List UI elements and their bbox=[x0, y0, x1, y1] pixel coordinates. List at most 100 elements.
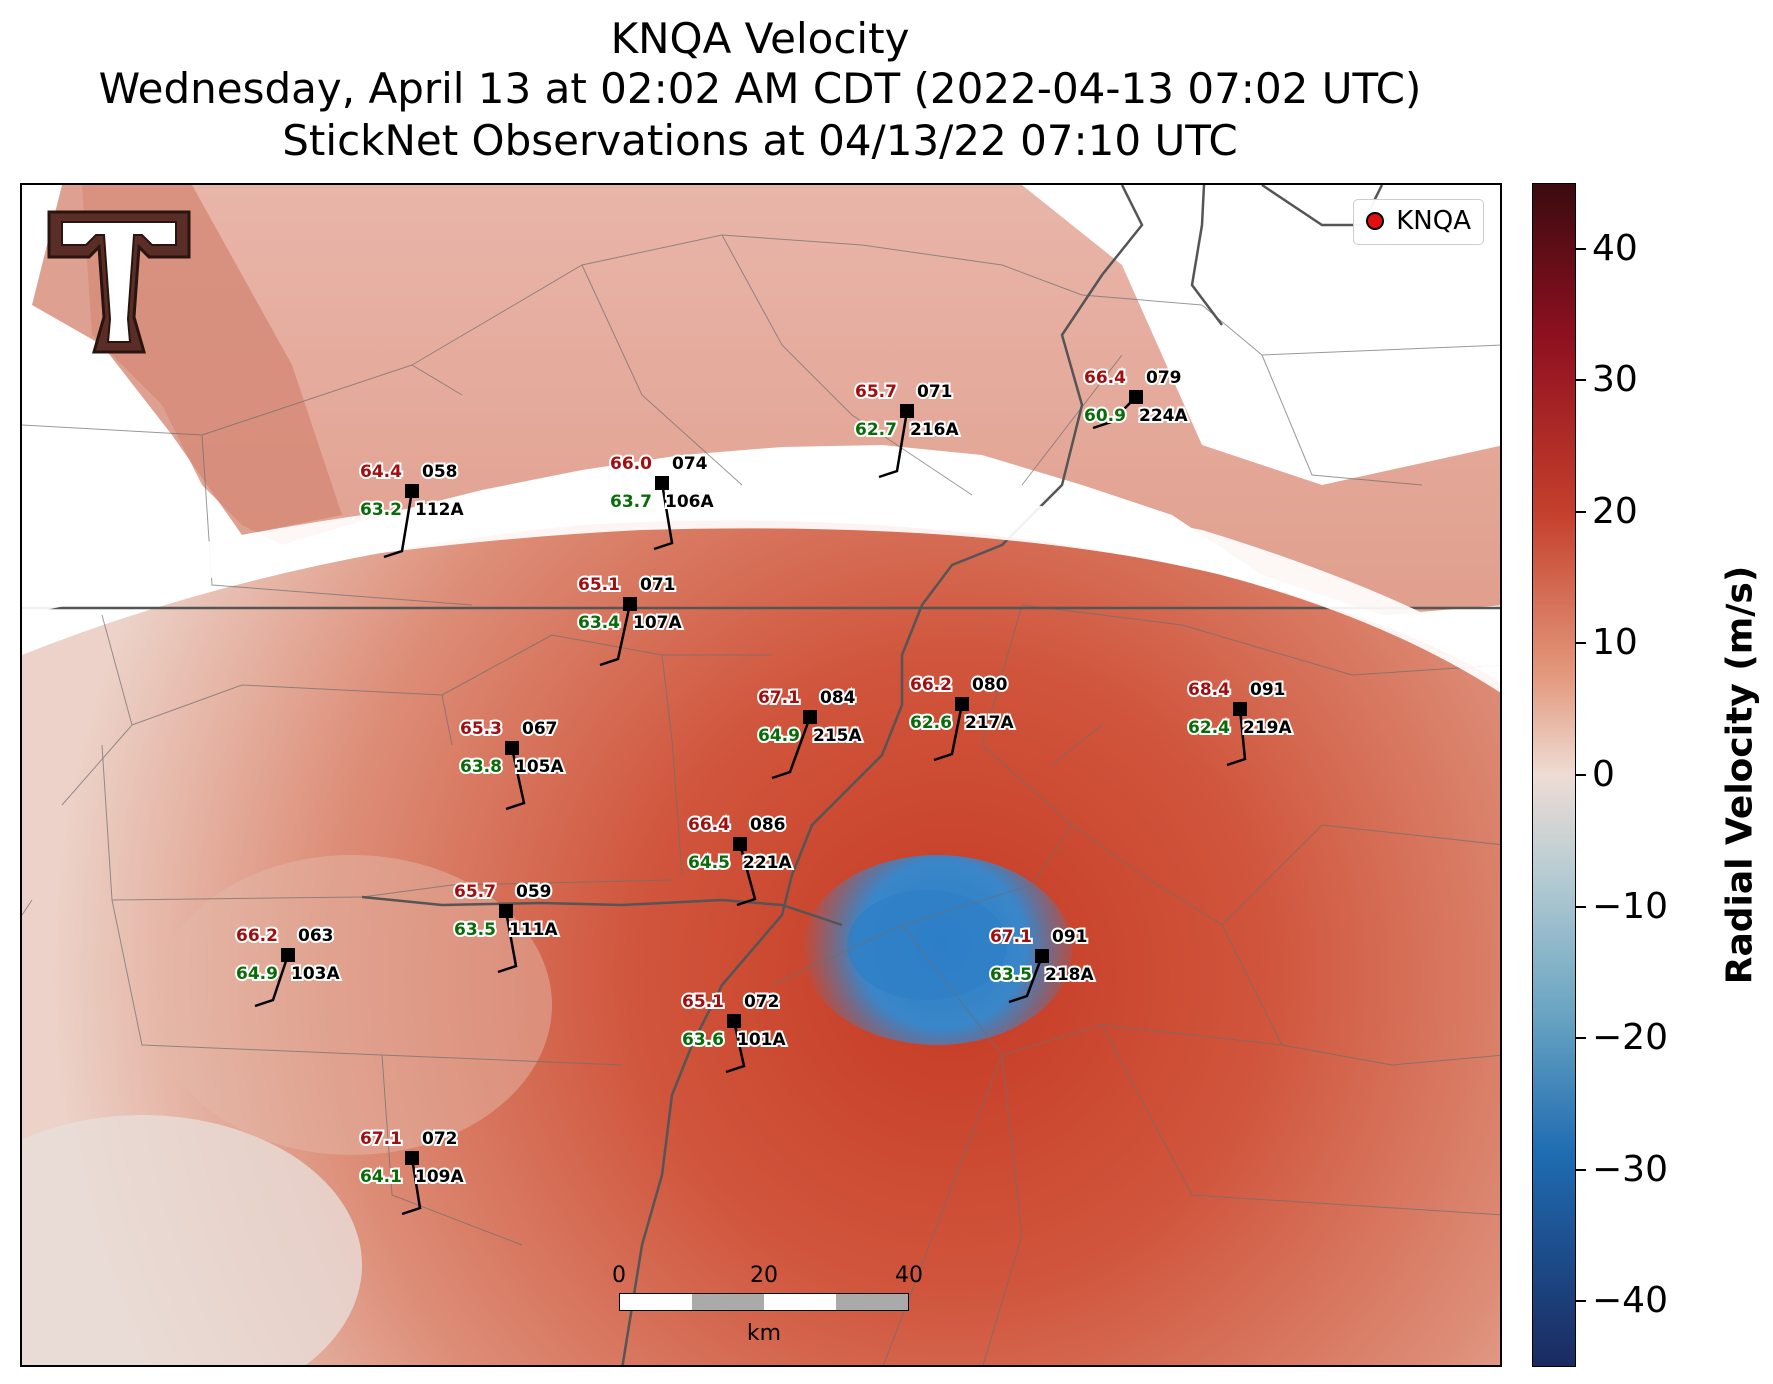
station-id-label: 103A bbox=[291, 964, 340, 984]
station-221A[interactable]: 66.4 086 64.5 221A bbox=[686, 813, 794, 907]
station-id-label: 109A bbox=[415, 1167, 464, 1187]
wind-barb bbox=[254, 954, 290, 1008]
radar-map-canvas: 64.4 058 63.2 112A 66.0 074 63.7 106A 65.7 071 62.… bbox=[22, 185, 1500, 1365]
colorbar-tick bbox=[1576, 1300, 1586, 1303]
dewpoint-label: 62.7 bbox=[855, 420, 897, 440]
scale-label-20: 20 bbox=[750, 1263, 778, 1288]
wind-direction-label: 071 bbox=[640, 575, 676, 595]
colorbar-tick-label: 40 bbox=[1592, 227, 1638, 269]
wind-barb bbox=[653, 482, 674, 551]
station-103A[interactable]: 66.2 063 64.9 103A bbox=[234, 924, 342, 1008]
station-217A[interactable]: 66.2 080 62.6 217A bbox=[908, 673, 1016, 762]
dewpoint-label: 63.4 bbox=[578, 613, 620, 633]
station-marker bbox=[900, 404, 914, 418]
colorbar-tick-label: −10 bbox=[1592, 885, 1668, 927]
wind-barb bbox=[1226, 708, 1247, 767]
station-107A[interactable]: 65.1 071 63.4 107A bbox=[576, 573, 684, 667]
station-106A[interactable]: 66.0 074 63.7 106A bbox=[608, 452, 716, 551]
wind-direction-label: 071 bbox=[917, 382, 953, 402]
station-224A[interactable]: 66.4 079 60.9 224A bbox=[1082, 366, 1190, 430]
wind-direction-label: 084 bbox=[820, 688, 856, 708]
scale-label-40: 40 bbox=[895, 1263, 923, 1288]
colorbar-tick-label: 30 bbox=[1592, 359, 1638, 401]
colorbar-tick-label: −20 bbox=[1592, 1017, 1668, 1059]
station-marker bbox=[1129, 390, 1143, 404]
temperature-label: 66.0 bbox=[610, 454, 652, 474]
dewpoint-label: 63.7 bbox=[610, 492, 652, 512]
temperature-label: 65.7 bbox=[855, 382, 897, 402]
inbound-velocity-cell-core bbox=[847, 890, 1007, 1000]
colorbar-tick-label: −30 bbox=[1592, 1148, 1668, 1190]
wind-barb bbox=[736, 843, 757, 907]
station-218A[interactable]: 67.1 091 63.5 218A bbox=[988, 925, 1096, 1004]
wind-direction-label: 067 bbox=[522, 719, 558, 739]
wind-barb bbox=[771, 716, 812, 780]
station-marker bbox=[1035, 949, 1049, 963]
wind-barb bbox=[1092, 396, 1137, 430]
dewpoint-label: 62.6 bbox=[910, 713, 952, 733]
dewpoint-label: 60.9 bbox=[1084, 406, 1126, 426]
wind-direction-label: 079 bbox=[1146, 368, 1182, 388]
wind-direction-label: 072 bbox=[744, 992, 780, 1012]
temperature-label: 68.4 bbox=[1188, 680, 1230, 700]
station-111A[interactable]: 65.7 059 63.5 111A bbox=[452, 880, 560, 974]
temperature-label: 65.7 bbox=[454, 882, 496, 902]
colorbar-tick bbox=[1576, 247, 1586, 250]
station-112A[interactable]: 64.4 058 63.2 112A bbox=[358, 460, 466, 559]
temperature-label: 65.1 bbox=[682, 992, 724, 1012]
colorbar bbox=[1532, 183, 1576, 1367]
state-boundaries bbox=[22, 185, 1500, 1365]
colorbar-tick bbox=[1576, 905, 1586, 908]
temperature-label: 67.1 bbox=[990, 927, 1032, 947]
station-marker bbox=[405, 1151, 419, 1165]
knqa-legend-marker bbox=[1366, 212, 1385, 230]
dewpoint-label: 62.4 bbox=[1188, 718, 1230, 738]
station-id-label: 218A bbox=[1045, 965, 1094, 985]
texas-tech-logo bbox=[44, 207, 194, 371]
wind-direction-label: 080 bbox=[972, 675, 1008, 695]
dewpoint-label: 64.1 bbox=[360, 1167, 402, 1187]
station-216A[interactable]: 65.7 071 62.7 216A bbox=[853, 380, 961, 479]
temperature-label: 67.1 bbox=[360, 1129, 402, 1149]
station-marker bbox=[733, 837, 747, 851]
velocity-field-west-light bbox=[152, 855, 552, 1155]
station-105A[interactable]: 65.3 067 63.8 105A bbox=[458, 717, 566, 811]
station-id-label: 111A bbox=[509, 920, 558, 940]
station-109A[interactable]: 67.1 072 64.1 109A bbox=[358, 1127, 466, 1216]
colorbar-tick bbox=[1576, 510, 1586, 513]
radar-map[interactable]: 64.4 058 63.2 112A 66.0 074 63.7 106A 65.7 071 62.… bbox=[20, 183, 1502, 1367]
dewpoint-label: 63.2 bbox=[360, 500, 402, 520]
colorbar-tick-label: 10 bbox=[1592, 622, 1638, 664]
station-id-label: 217A bbox=[965, 713, 1014, 733]
colorbar-tick bbox=[1576, 1037, 1586, 1040]
temperature-label: 67.1 bbox=[758, 688, 800, 708]
temperature-label: 66.4 bbox=[1084, 368, 1126, 388]
scale-bar: 0 20 40 km bbox=[612, 1263, 923, 1346]
wind-barb bbox=[599, 603, 632, 667]
velocity-field-north bbox=[82, 185, 1500, 615]
chart-title-line1: KNQA Velocity bbox=[610, 14, 910, 63]
station-215A[interactable]: 67.1 084 64.9 215A bbox=[756, 686, 864, 780]
station-id-label: 224A bbox=[1139, 406, 1188, 426]
station-marker bbox=[405, 484, 419, 498]
colorbar-tick bbox=[1576, 1168, 1586, 1171]
scale-label-0: 0 bbox=[612, 1263, 626, 1288]
station-101A[interactable]: 65.1 072 63.6 101A bbox=[680, 990, 788, 1074]
station-id-label: 105A bbox=[515, 757, 564, 777]
colorbar-tick-label: 20 bbox=[1592, 490, 1638, 532]
dewpoint-label: 63.6 bbox=[682, 1030, 724, 1050]
chart-title-line2: Wednesday, April 13 at 02:02 AM CDT (202… bbox=[98, 64, 1422, 113]
wind-barb bbox=[1008, 955, 1044, 1004]
radar-data-gap-ring bbox=[22, 489, 1500, 693]
county-boundaries bbox=[22, 234, 1500, 1365]
velocity-field-southwest-light bbox=[22, 1115, 362, 1365]
station-id-label: 112A bbox=[415, 500, 464, 520]
station-marker bbox=[281, 948, 295, 962]
station-marker bbox=[655, 476, 669, 490]
station-219A[interactable]: 68.4 091 62.4 219A bbox=[1186, 678, 1294, 767]
dewpoint-label: 63.5 bbox=[454, 920, 496, 940]
station-marker bbox=[803, 710, 817, 724]
scale-bar-segments bbox=[619, 1293, 909, 1311]
chart-title-line3: StickNet Observations at 04/13/22 07:10 … bbox=[282, 116, 1238, 165]
dewpoint-label: 64.5 bbox=[688, 853, 730, 873]
